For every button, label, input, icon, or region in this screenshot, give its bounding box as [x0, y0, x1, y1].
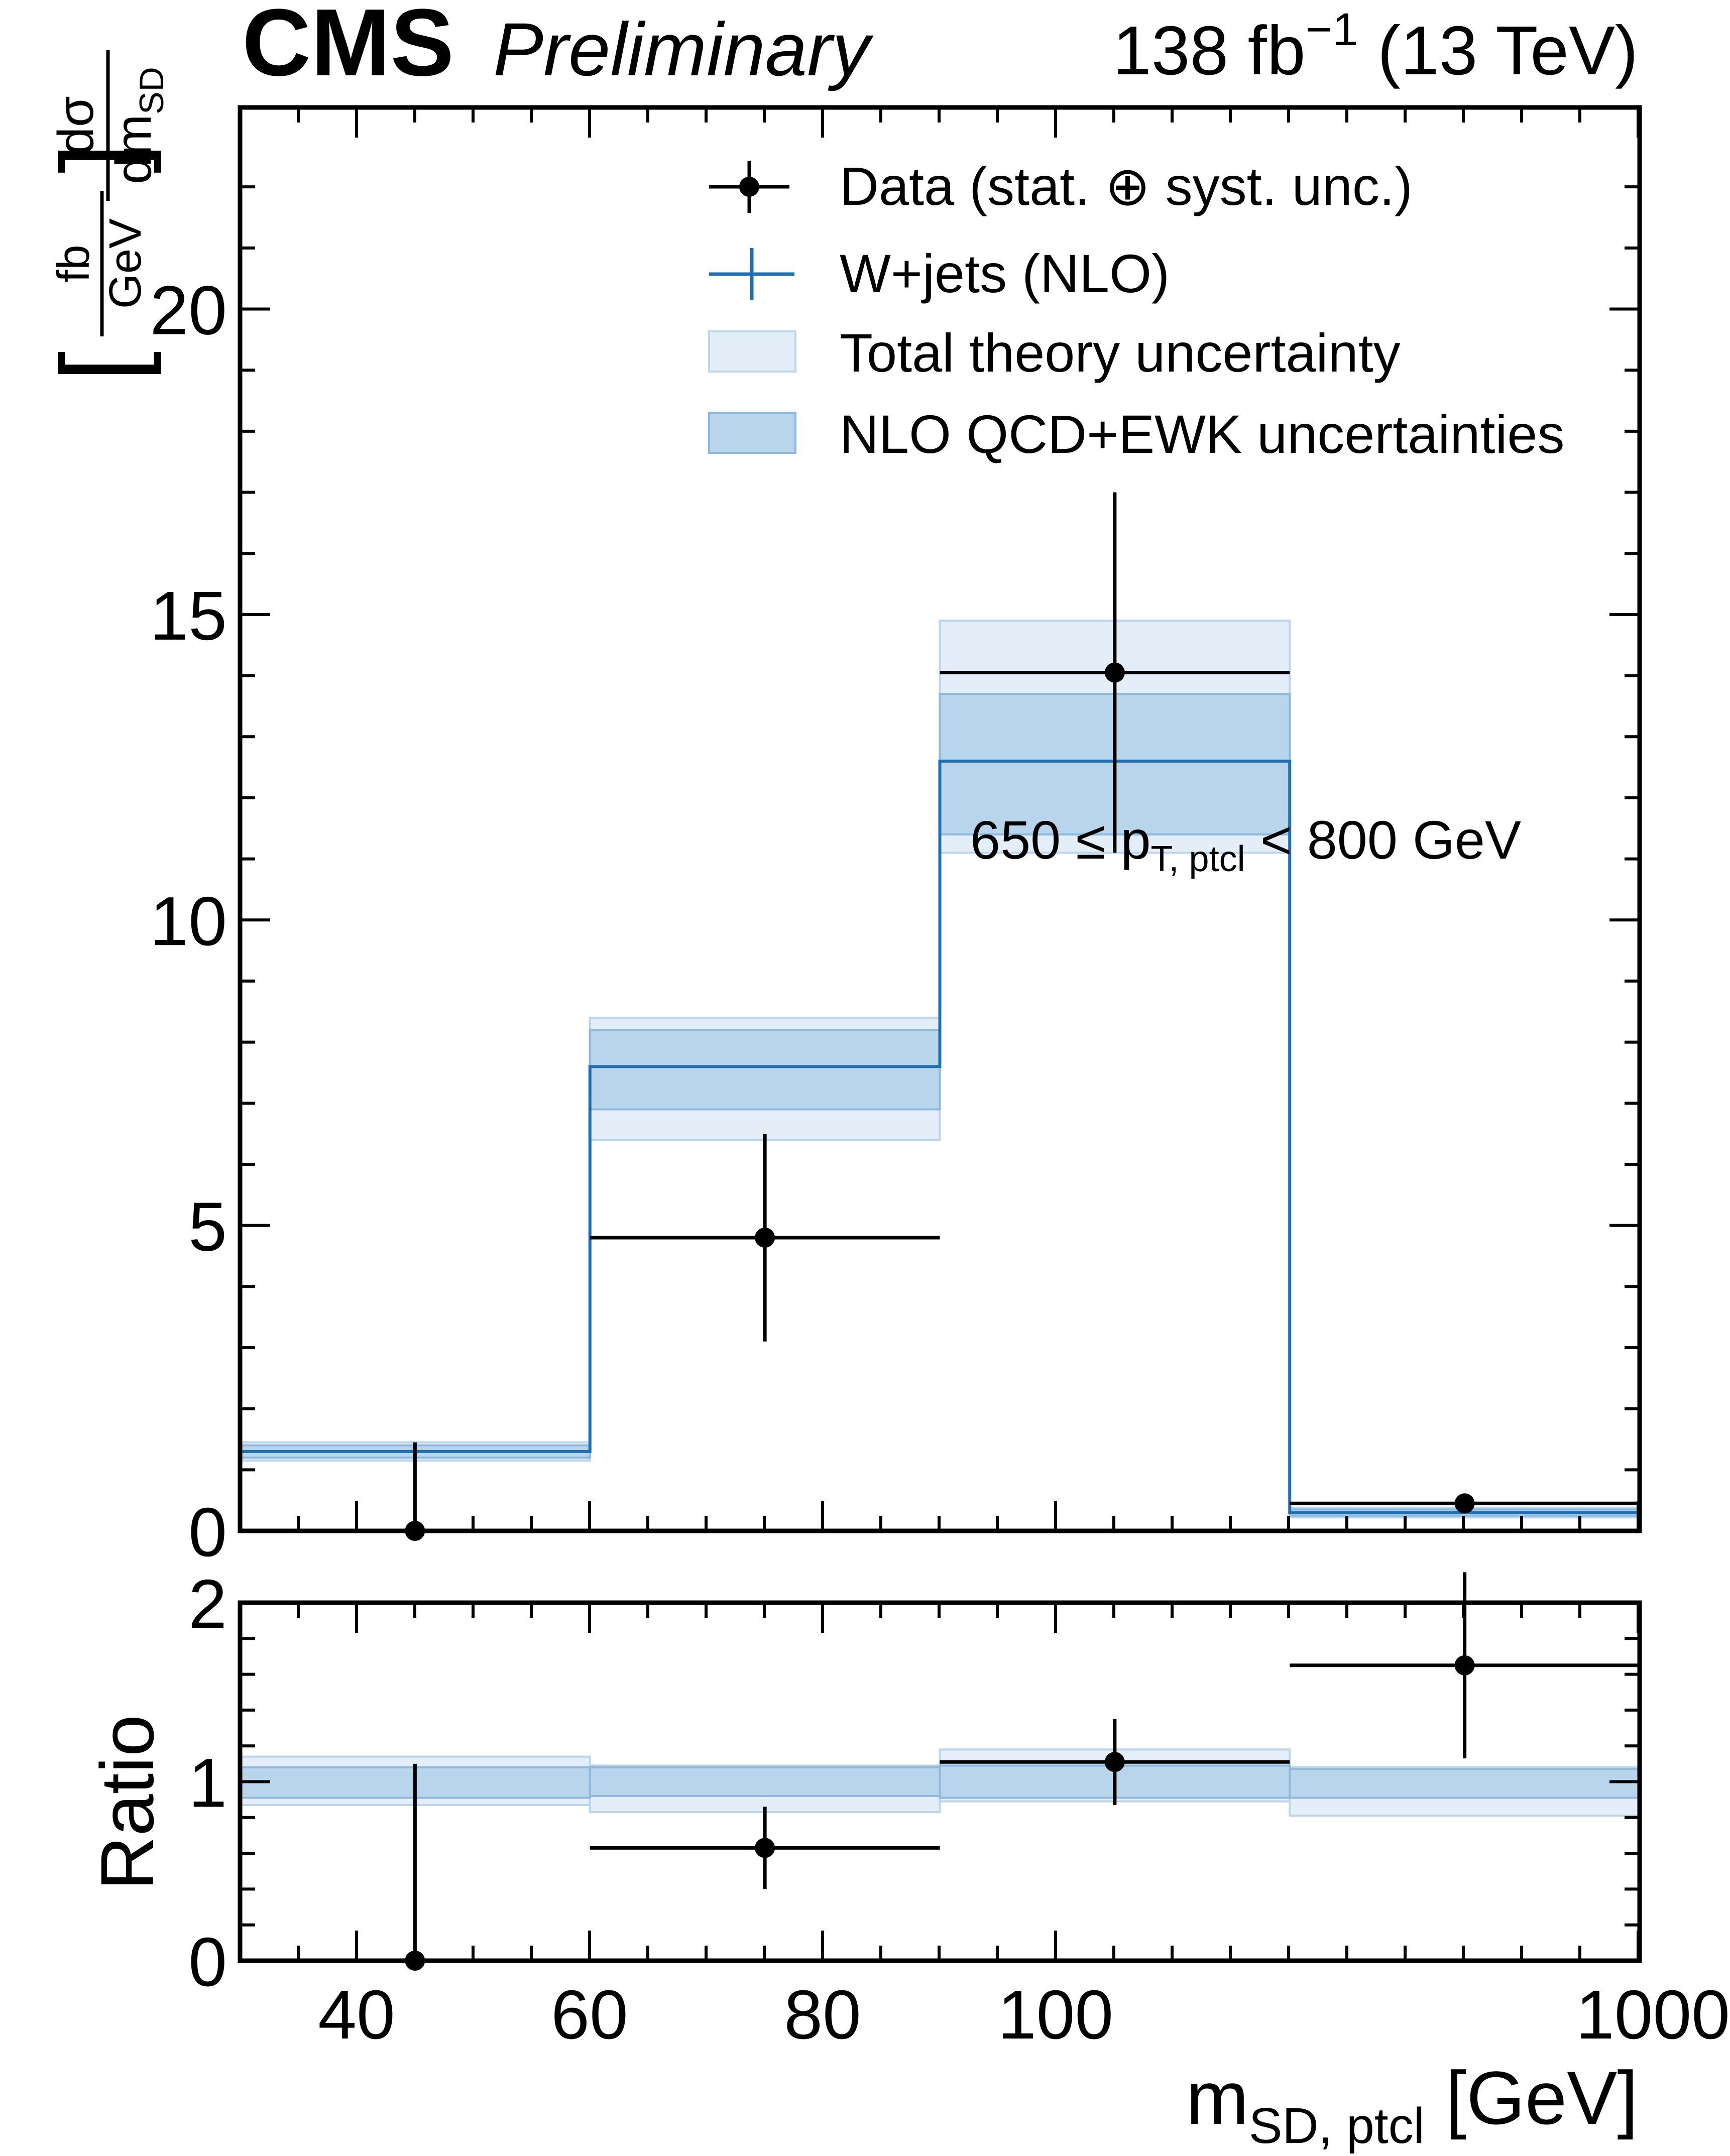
ratio-nlo-band-bin-1	[589, 1766, 941, 1798]
y-label-bracket-right: ]	[38, 143, 162, 173]
data-point-1	[590, 1134, 940, 1342]
main-ytick-label-0: 0	[188, 1494, 227, 1571]
legend-nlo-swatch	[708, 412, 796, 454]
ratio-data-point-3	[1290, 1572, 1640, 1759]
ratio-nlo-band-bin-3	[1289, 1768, 1641, 1799]
pt-range-annotation: 650 ≤ pT, ptcl < 800 GeV	[970, 809, 1521, 879]
ratio-panel: 0 1 2	[188, 1566, 1642, 2001]
x-tick-label-100: 100	[998, 1976, 1113, 2054]
main-ytick-label-5: 5	[188, 1188, 227, 1266]
legend: Data (stat. ⊕ syst. unc.) W+jets (NLO) T…	[708, 156, 1565, 464]
y-label-unit-denominator: GeV	[100, 218, 151, 309]
x-axis-label: mSD, ptcl [GeV]	[1186, 2056, 1638, 2154]
y-label-numerator: dσ	[48, 96, 104, 155]
x-tick-labels: 40 60 80 100 1000	[318, 1976, 1730, 2054]
main-ytick-label-10: 10	[150, 883, 227, 960]
legend-data-marker-dot	[739, 177, 759, 197]
ratio-ytick-label-2: 2	[188, 1566, 227, 1643]
legend-entry-mc: W+jets (NLO)	[709, 243, 1170, 304]
ratio-y-label: Ratio	[85, 1715, 169, 1890]
main-y-ticks: 0 5 10 15 20	[150, 185, 1640, 1571]
ratio-data-point-1	[590, 1807, 940, 1889]
preliminary-label: Preliminary	[493, 7, 874, 91]
ratio-data-point-2	[940, 1719, 1290, 1805]
legend-label-nlo: NLO QCD+EWK uncertainties	[840, 404, 1565, 464]
wjets-nlo-histogram	[240, 759, 1640, 1514]
ratio-frame	[238, 1600, 1642, 1963]
ratio-ytick-label-1: 1	[188, 1745, 227, 1822]
y-label-bracket-left: [	[38, 351, 162, 382]
data-point-3	[1290, 1493, 1640, 1514]
x-tick-label-40: 40	[318, 1976, 395, 2054]
ratio-nlo-uncertainty-band	[239, 1764, 1641, 1799]
x-tick-label-80: 80	[784, 1976, 861, 2054]
x-tick-label-1000: 1000	[1576, 1976, 1730, 2054]
legend-entry-total: Total theory uncertainty	[708, 322, 1401, 383]
y-axis-label: dσ dmSD [ fb GeV ]	[38, 50, 171, 382]
y-label-unit-numerator: fb	[49, 245, 99, 282]
main-frame	[238, 105, 1642, 1533]
y-label-denominator: dmSD	[105, 67, 171, 184]
x-tick-label-60: 60	[551, 1976, 628, 2054]
legend-label-total: Total theory uncertainty	[840, 322, 1401, 383]
legend-label-mc: W+jets (NLO)	[840, 243, 1170, 304]
legend-label-data: Data (stat. ⊕ syst. unc.)	[840, 156, 1413, 216]
main-ytick-label-20: 20	[150, 272, 227, 349]
legend-entry-nlo: NLO QCD+EWK uncertainties	[708, 404, 1565, 464]
legend-total-swatch	[708, 330, 796, 373]
data-point-2	[940, 492, 1290, 853]
main-panel: 0 5 10 15 20	[150, 105, 1642, 1571]
lumi-label: 138 fb−1 (13 TeV)	[1113, 4, 1638, 89]
nlo-band-bin-1	[589, 1029, 941, 1111]
ratio-ytick-label-0: 0	[188, 1924, 227, 2001]
main-ytick-label-15: 15	[150, 577, 227, 655]
legend-entry-data: Data (stat. ⊕ syst. unc.)	[709, 156, 1413, 216]
cms-label: CMS	[242, 0, 454, 96]
